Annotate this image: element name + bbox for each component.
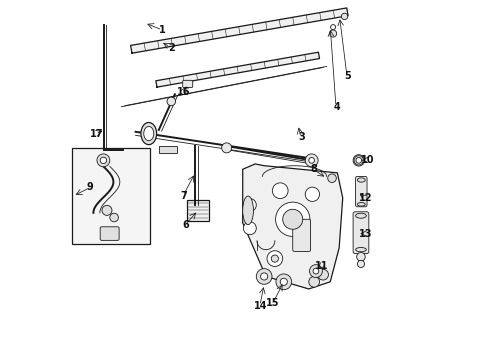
- Circle shape: [271, 255, 278, 262]
- Circle shape: [275, 274, 291, 290]
- Circle shape: [221, 143, 231, 153]
- Ellipse shape: [355, 248, 366, 252]
- Text: 3: 3: [298, 132, 305, 142]
- Circle shape: [356, 252, 365, 261]
- FancyBboxPatch shape: [187, 200, 208, 221]
- Circle shape: [330, 24, 335, 30]
- Circle shape: [352, 155, 364, 166]
- Circle shape: [329, 30, 336, 37]
- Polygon shape: [159, 146, 176, 153]
- Circle shape: [341, 13, 347, 19]
- Circle shape: [100, 157, 106, 163]
- FancyBboxPatch shape: [183, 80, 192, 87]
- Circle shape: [282, 209, 302, 229]
- Circle shape: [243, 199, 256, 211]
- Text: 12: 12: [359, 193, 372, 203]
- FancyBboxPatch shape: [352, 212, 368, 253]
- Circle shape: [272, 183, 287, 199]
- Circle shape: [327, 174, 336, 183]
- Circle shape: [260, 273, 267, 280]
- Text: 8: 8: [310, 164, 317, 174]
- Text: 9: 9: [87, 182, 93, 192]
- Ellipse shape: [141, 122, 156, 145]
- Circle shape: [275, 202, 309, 237]
- Ellipse shape: [357, 178, 365, 182]
- Ellipse shape: [355, 213, 366, 218]
- Text: 5: 5: [344, 71, 351, 81]
- Circle shape: [97, 154, 110, 167]
- Circle shape: [256, 269, 271, 284]
- Polygon shape: [242, 164, 342, 289]
- Ellipse shape: [357, 203, 365, 206]
- Ellipse shape: [242, 196, 253, 225]
- Polygon shape: [130, 8, 347, 53]
- Circle shape: [357, 260, 364, 267]
- Text: 10: 10: [360, 156, 374, 165]
- Circle shape: [355, 157, 361, 163]
- Circle shape: [280, 278, 287, 285]
- Circle shape: [308, 276, 319, 287]
- FancyBboxPatch shape: [100, 227, 119, 240]
- Text: 6: 6: [182, 220, 188, 230]
- Text: 16: 16: [177, 87, 190, 98]
- Circle shape: [102, 205, 112, 215]
- Circle shape: [317, 269, 328, 280]
- Circle shape: [243, 222, 256, 235]
- Text: 1: 1: [159, 25, 165, 35]
- Circle shape: [309, 265, 322, 278]
- Text: 17: 17: [89, 129, 103, 139]
- Text: 14: 14: [253, 301, 267, 311]
- Polygon shape: [156, 52, 319, 87]
- Bar: [72, 148, 150, 244]
- Circle shape: [266, 251, 282, 266]
- Ellipse shape: [143, 126, 153, 141]
- Circle shape: [305, 154, 317, 167]
- FancyBboxPatch shape: [355, 176, 366, 207]
- Circle shape: [166, 97, 175, 106]
- Circle shape: [312, 268, 318, 274]
- Text: 2: 2: [167, 43, 174, 53]
- FancyBboxPatch shape: [292, 219, 310, 251]
- Circle shape: [308, 157, 314, 163]
- Text: 4: 4: [333, 102, 340, 112]
- Circle shape: [110, 213, 118, 222]
- Text: 13: 13: [359, 229, 372, 239]
- Text: 11: 11: [314, 261, 327, 271]
- Text: 7: 7: [180, 191, 187, 201]
- Text: 15: 15: [266, 298, 279, 308]
- Circle shape: [305, 187, 319, 202]
